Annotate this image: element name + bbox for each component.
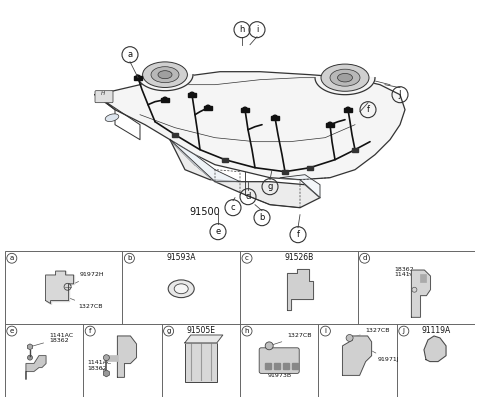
Text: 91972H: 91972H <box>70 273 104 286</box>
Text: H: H <box>101 91 105 96</box>
Text: 1141AC
18362: 1141AC 18362 <box>33 332 73 346</box>
Circle shape <box>242 107 248 112</box>
Text: 91505E: 91505E <box>186 326 216 335</box>
Circle shape <box>190 92 194 97</box>
Circle shape <box>346 107 350 112</box>
Ellipse shape <box>143 62 187 87</box>
Polygon shape <box>287 269 313 310</box>
Text: 1327CB: 1327CB <box>68 298 103 309</box>
Ellipse shape <box>337 73 352 82</box>
Circle shape <box>163 97 168 102</box>
Text: c: c <box>245 255 249 261</box>
Polygon shape <box>170 140 320 208</box>
Ellipse shape <box>174 284 188 294</box>
Text: f: f <box>89 328 92 334</box>
FancyBboxPatch shape <box>95 91 113 103</box>
Polygon shape <box>46 271 73 304</box>
Text: c: c <box>231 203 235 212</box>
Bar <box>265 363 271 369</box>
Circle shape <box>327 122 333 127</box>
Polygon shape <box>118 336 136 377</box>
Polygon shape <box>280 175 320 198</box>
Text: f: f <box>367 105 370 114</box>
Text: g: g <box>267 182 273 191</box>
Bar <box>188 93 196 97</box>
Text: e: e <box>216 227 221 236</box>
Text: b: b <box>127 255 132 261</box>
Bar <box>352 148 358 152</box>
Ellipse shape <box>168 280 194 298</box>
Text: a: a <box>127 50 132 59</box>
Circle shape <box>205 105 211 110</box>
Text: a: a <box>10 255 14 261</box>
Circle shape <box>273 115 277 120</box>
Bar <box>241 108 249 112</box>
Polygon shape <box>315 78 375 95</box>
Text: 91526B: 91526B <box>284 253 313 262</box>
Bar <box>326 122 334 127</box>
Circle shape <box>27 355 33 360</box>
Polygon shape <box>343 336 372 375</box>
Ellipse shape <box>151 67 179 83</box>
Text: 1327CB: 1327CB <box>272 334 312 345</box>
Bar <box>282 170 288 174</box>
Bar <box>271 116 279 120</box>
Text: d: d <box>245 192 251 201</box>
Text: b: b <box>259 213 264 222</box>
Bar <box>292 363 298 369</box>
Text: h: h <box>240 25 245 34</box>
Bar <box>161 98 169 102</box>
Polygon shape <box>137 75 193 91</box>
Text: 91500: 91500 <box>190 207 220 217</box>
Bar <box>283 363 289 369</box>
Text: 91971J: 91971J <box>372 351 399 362</box>
Circle shape <box>135 75 141 80</box>
Text: i: i <box>256 25 258 34</box>
Ellipse shape <box>330 69 360 86</box>
Bar <box>222 158 228 162</box>
Text: h: h <box>245 328 249 334</box>
Text: e: e <box>10 328 14 334</box>
Bar <box>204 106 212 110</box>
Bar <box>185 343 217 382</box>
Bar <box>307 166 313 170</box>
Bar <box>344 108 352 112</box>
Text: 91973B: 91973B <box>267 373 291 378</box>
Circle shape <box>265 342 273 350</box>
Bar <box>104 355 119 361</box>
Polygon shape <box>170 140 240 182</box>
Text: i: i <box>324 328 326 334</box>
Text: J: J <box>399 90 401 99</box>
Polygon shape <box>26 356 46 379</box>
Text: g: g <box>167 328 171 334</box>
Circle shape <box>103 355 109 361</box>
Text: d: d <box>362 255 367 261</box>
Ellipse shape <box>105 114 119 122</box>
Text: 1141AC
18362: 1141AC 18362 <box>87 360 111 371</box>
Text: J: J <box>403 328 405 334</box>
Text: 91119A: 91119A <box>421 326 451 335</box>
Bar <box>420 274 426 282</box>
Polygon shape <box>185 335 223 343</box>
Polygon shape <box>411 270 431 317</box>
Bar <box>274 363 280 369</box>
Polygon shape <box>95 72 405 180</box>
Bar <box>172 133 178 137</box>
Ellipse shape <box>321 64 369 91</box>
Polygon shape <box>424 336 446 361</box>
Text: 18362
1141AC: 18362 1141AC <box>395 267 419 277</box>
Text: 1327CB: 1327CB <box>352 328 390 337</box>
Circle shape <box>346 334 353 342</box>
Text: f: f <box>297 230 300 239</box>
Ellipse shape <box>158 71 172 79</box>
FancyBboxPatch shape <box>259 348 299 373</box>
Bar <box>134 76 142 80</box>
Text: 91593A: 91593A <box>167 253 196 262</box>
